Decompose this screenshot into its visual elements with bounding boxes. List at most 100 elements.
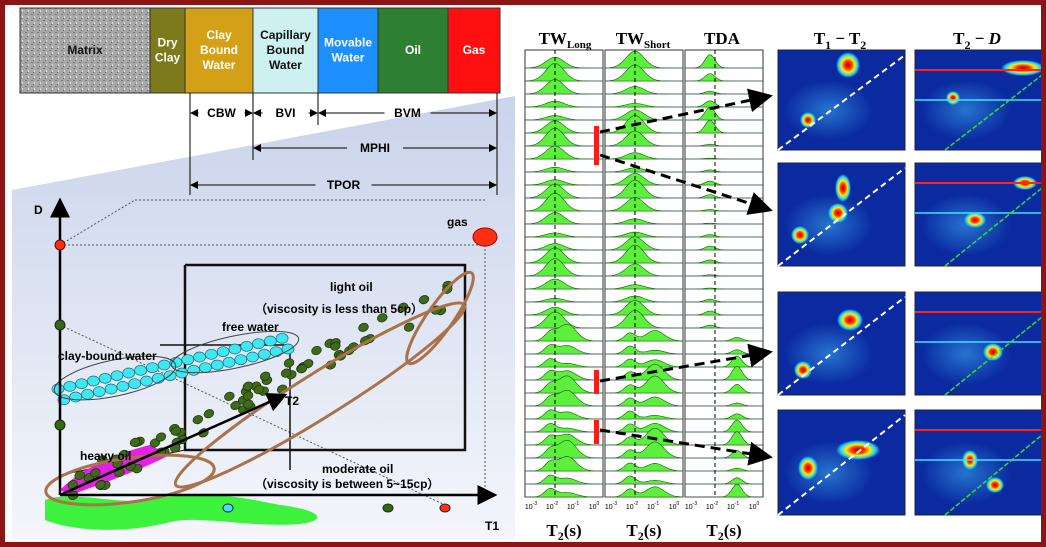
water-particle <box>105 384 117 394</box>
water-particle <box>223 357 235 367</box>
light-oil-note: （viscosity is less than 5cp） <box>255 301 423 316</box>
map-peak <box>983 343 1003 361</box>
component-label: Capillary <box>260 28 311 42</box>
water-particle <box>152 373 164 383</box>
tick-base: 10 <box>669 504 677 511</box>
x-axis-label: T2(s) <box>546 521 581 543</box>
tick-base: 10 <box>749 504 757 511</box>
label-main: T <box>546 521 558 540</box>
water-particle <box>188 365 200 375</box>
component-label: Water <box>269 58 302 72</box>
water-particle <box>264 336 276 346</box>
axis-dot <box>55 240 65 250</box>
tick-exp: -2 <box>714 501 719 507</box>
water-particle <box>182 355 194 365</box>
header-main: TW <box>616 29 644 48</box>
tick-base: 10 <box>567 504 575 511</box>
map-peak <box>836 440 880 460</box>
tick-base: 10 <box>546 504 554 511</box>
tick-exp: -1 <box>655 501 660 507</box>
water-particle <box>253 339 265 349</box>
ridge-panels: 10-310-210-1100T2(s)10-310-210-1100T2(s)… <box>525 50 763 543</box>
water-particle <box>146 363 158 373</box>
marker <box>594 420 599 444</box>
component-label: Bound <box>267 43 305 57</box>
tick-exp: -2 <box>634 501 639 507</box>
tick-exp: -1 <box>575 501 580 507</box>
water-particle <box>217 347 229 357</box>
header-sub: Short <box>644 39 671 51</box>
t1-label: T1 <box>485 519 499 533</box>
water-particle <box>270 347 282 357</box>
header-part: − T <box>831 29 861 48</box>
porosity-term: TPOR <box>327 178 361 192</box>
water-particle <box>235 355 247 365</box>
header-part: T <box>814 29 826 48</box>
water-particle <box>229 344 241 354</box>
axis-dot <box>383 504 393 512</box>
header-part: − <box>970 29 988 48</box>
component-label: Bound <box>200 43 238 57</box>
marker <box>594 141 599 165</box>
axis-dot <box>440 504 450 512</box>
component-label: Dry <box>157 36 177 50</box>
map-peak <box>964 212 986 228</box>
header-main: TDA <box>704 29 741 48</box>
component-label: Clay <box>155 51 181 65</box>
tick-base: 10 <box>706 504 714 511</box>
axis-dot <box>55 420 65 430</box>
header-part: 2 <box>860 38 866 52</box>
t2-label: T2 <box>285 394 299 408</box>
tick-base: 10 <box>647 504 655 511</box>
x-axis-label: T2(s) <box>626 521 661 543</box>
label-rest: (s) <box>644 521 662 540</box>
tick-base: 10 <box>685 504 693 511</box>
header-sub: Long <box>567 39 592 51</box>
water-particle <box>129 379 141 389</box>
water-particle <box>211 360 223 370</box>
water-particle <box>276 333 288 343</box>
tick-exp: 0 <box>757 501 760 507</box>
moderate-oil-label: moderate oil <box>322 462 393 476</box>
water-particle <box>194 352 206 362</box>
water-particle <box>199 363 211 373</box>
light-oil-label: light oil <box>330 280 373 294</box>
tick-exp: 0 <box>597 501 600 507</box>
water-particle <box>247 352 259 362</box>
water-particle <box>241 341 253 351</box>
water-particle <box>205 349 217 359</box>
porosity-term: BVM <box>394 106 421 120</box>
map-peak <box>946 91 960 105</box>
water-particle <box>135 365 147 375</box>
porosity-term: MPHI <box>360 141 390 155</box>
component-label: Water <box>332 51 365 65</box>
water-particle <box>111 371 123 381</box>
tick-exp: 0 <box>677 501 680 507</box>
d-label: D <box>34 203 43 217</box>
water-particle <box>176 368 188 378</box>
map-peak <box>1001 60 1045 76</box>
water-particle <box>76 379 88 389</box>
water-particle <box>123 368 135 378</box>
heavy-oil-label: heavy oil <box>80 449 131 463</box>
header-part: T <box>953 29 965 48</box>
axis-dot <box>223 504 233 512</box>
tick-exp: -3 <box>613 501 618 507</box>
water-particle <box>258 349 270 359</box>
axis-dot <box>55 320 65 330</box>
water-particle <box>140 376 152 386</box>
map-peak <box>800 112 816 128</box>
moderate-oil-note: （viscosity is between 5~15cp） <box>255 476 439 491</box>
component-label: Water <box>203 58 236 72</box>
porosity-term: BVI <box>275 106 295 120</box>
water-particle <box>87 376 99 386</box>
label-main: T <box>626 521 638 540</box>
tick-exp: -2 <box>554 501 559 507</box>
water-particle <box>70 392 82 402</box>
water-particle <box>64 381 76 391</box>
panel-header: TDA <box>704 29 741 48</box>
tick-exp: -3 <box>693 501 698 507</box>
water-particle <box>93 387 105 397</box>
tick-exp: -1 <box>735 501 740 507</box>
gas-point <box>473 228 497 246</box>
